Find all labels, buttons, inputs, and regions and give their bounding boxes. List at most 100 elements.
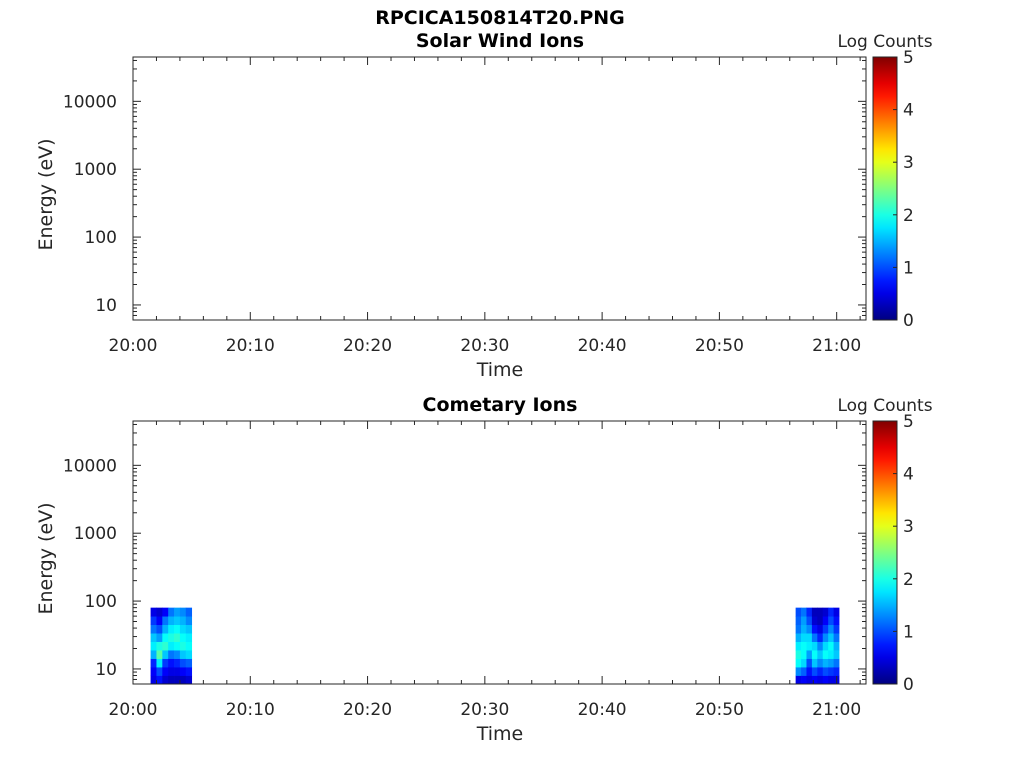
heatmap-cell (174, 633, 181, 642)
heatmap-cell (179, 650, 187, 659)
panel-title: Solar Wind Ions (416, 30, 584, 52)
panel-1: Solar Wind Ions 20:00 20:10 20:20 20:30 20:40… (35, 30, 933, 381)
colorbar (872, 56, 898, 321)
heatmap-cell (179, 633, 187, 642)
y-tick-label: 10 (95, 296, 117, 316)
heatmap-cell (185, 667, 193, 676)
x-tick-label: 20:10 (226, 700, 275, 720)
colorbar-tick-label: 0 (903, 311, 914, 331)
heatmap-cell (156, 667, 163, 676)
heatmap-cell (806, 667, 813, 676)
x-tick-label: 20:40 (578, 700, 627, 720)
heatmap-cell (156, 616, 163, 626)
heatmap-cell (833, 650, 840, 659)
x-tick-label: 20:30 (460, 336, 509, 356)
heatmap-cell (801, 607, 807, 617)
heatmap-cell (822, 607, 829, 617)
heatmap-cell (179, 675, 187, 685)
x-tick-label: 20:40 (578, 336, 627, 356)
y-tick-label: 100 (85, 228, 117, 248)
heatmap-cell (150, 650, 157, 659)
heatmap-cell (806, 607, 813, 617)
heatmap-cell (828, 658, 834, 668)
heatmap-cell (185, 641, 193, 651)
heatmap-cell (174, 624, 181, 634)
x-tick-label: 20:10 (226, 336, 275, 356)
heatmap-cell (168, 616, 175, 626)
heatmap-cell (795, 675, 802, 685)
colorbar (872, 420, 898, 685)
heatmap-cell (828, 607, 834, 617)
heatmap-cell (162, 633, 169, 642)
colorbar-tick-label: 3 (903, 153, 914, 173)
heatmap-cell (833, 667, 840, 676)
y-tick-label: 100 (85, 592, 117, 612)
heatmap-cell (168, 624, 175, 634)
heatmap-cell (150, 667, 157, 676)
plot-frame (132, 56, 867, 321)
heatmap-cell (162, 616, 169, 626)
heatmap-cell (162, 624, 169, 634)
heatmap-cell (822, 641, 829, 651)
heatmap-cell (174, 607, 181, 617)
heatmap-cell (801, 624, 807, 634)
heatmap-cell (828, 667, 834, 676)
heatmap-cell (168, 633, 175, 642)
heatmap-cell (833, 607, 840, 617)
heatmap-cell (174, 675, 181, 685)
heatmap-cell (806, 633, 813, 642)
data-block-2 (795, 607, 840, 685)
x-tick-label: 20:30 (460, 700, 509, 720)
heatmap-cell (817, 633, 824, 642)
heatmap-cell (185, 658, 193, 668)
heatmap-cell (150, 658, 157, 668)
heatmap-cell (162, 650, 169, 659)
colorbar-tick-label: 5 (903, 412, 914, 432)
heatmap-cell (174, 616, 181, 626)
colorbar-tick-label: 3 (903, 517, 914, 537)
heatmap-cell (174, 641, 181, 651)
heatmap-cell (811, 675, 818, 685)
heatmap-cell (811, 607, 818, 617)
heatmap-cell (822, 616, 829, 626)
heatmap-cell (811, 624, 818, 634)
heatmap-cell (801, 616, 807, 626)
heatmap-cell (811, 650, 818, 659)
heatmap-cell (822, 667, 829, 676)
heatmap-cell (174, 650, 181, 659)
x-tick-label: 20:20 (343, 336, 392, 356)
heatmap-cell (185, 650, 193, 659)
colorbar-tick-label: 4 (903, 101, 914, 121)
heatmap-cell (833, 616, 840, 626)
heatmap-cell (162, 667, 169, 676)
heatmap-cell (801, 633, 807, 642)
heatmap-cell (801, 650, 807, 659)
colorbar-tick-label: 2 (903, 570, 914, 590)
heatmap-cell (795, 624, 802, 634)
heatmap-cell (822, 624, 829, 634)
heatmap-cell (179, 667, 187, 676)
heatmap-cell (168, 650, 175, 659)
heatmap-cell (795, 633, 802, 642)
heatmap-cell (150, 675, 157, 685)
heatmap-cell (185, 616, 193, 626)
heatmap-cell (811, 658, 818, 668)
y-axis-label: Energy (eV) (35, 138, 57, 250)
y-tick-label: 10000 (63, 456, 117, 476)
colorbar-tick-label: 1 (903, 258, 914, 278)
heatmap-cell (150, 607, 157, 617)
heatmap-cell (156, 641, 163, 651)
heatmap-cell (162, 658, 169, 668)
x-axis-label: Time (476, 359, 524, 381)
heatmap-cell (795, 641, 802, 651)
heatmap-cell (806, 658, 813, 668)
heatmap-cell (150, 616, 157, 626)
x-tick-label: 21:00 (812, 700, 861, 720)
heatmap-cell (156, 658, 163, 668)
heatmap-cell (795, 607, 802, 617)
heatmap-cell (795, 650, 802, 659)
heatmap-cell (817, 675, 824, 685)
heatmap-cell (185, 633, 193, 642)
x-tick-label: 20:00 (109, 336, 158, 356)
